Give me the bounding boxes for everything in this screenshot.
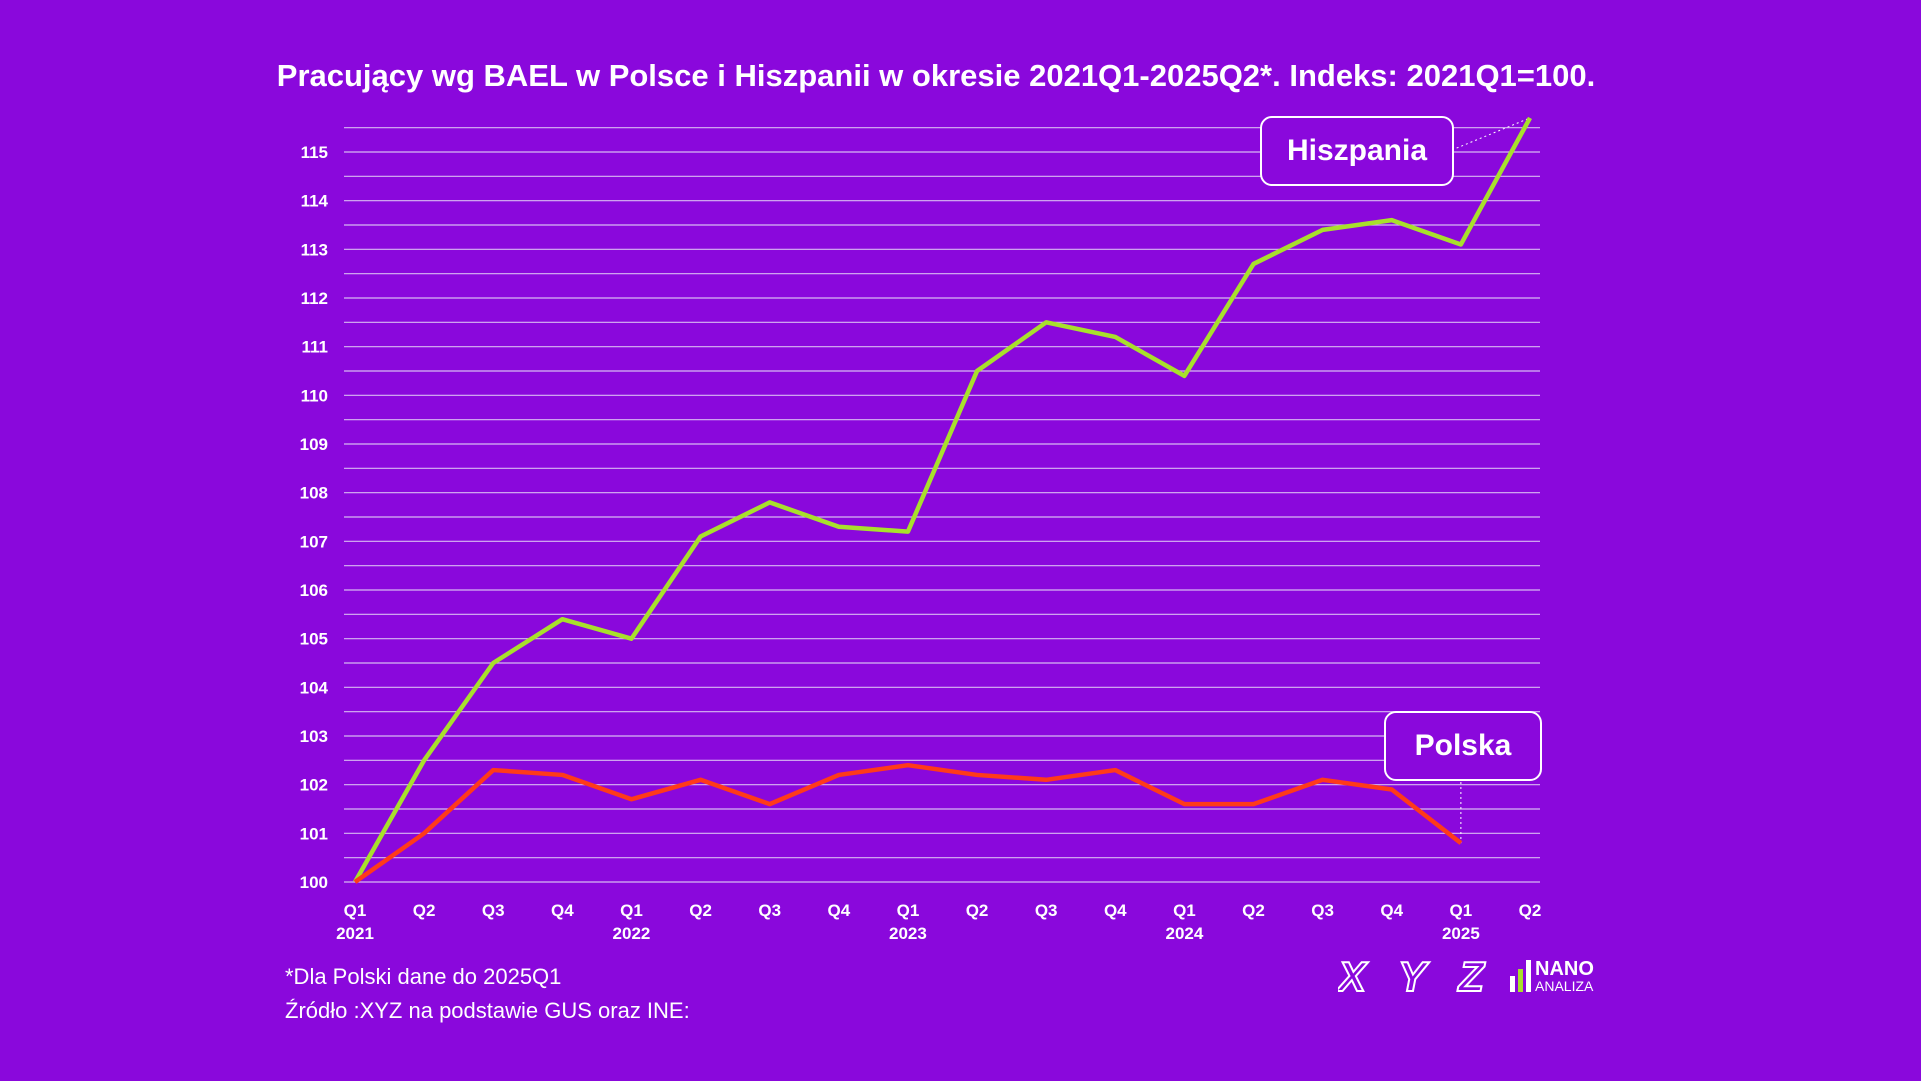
y-tick-label: 112 bbox=[301, 289, 328, 308]
y-tick-label: 105 bbox=[300, 630, 328, 649]
x-tick-label: Q2 bbox=[413, 901, 436, 920]
legend-label-hiszpania: Hiszpania bbox=[1260, 116, 1454, 186]
y-tick-label: 103 bbox=[300, 727, 328, 746]
source-note: Źródło :XYZ na podstawie GUS oraz INE: bbox=[285, 998, 690, 1023]
x-tick-label: Q2 bbox=[689, 901, 712, 920]
x-year-label: 2023 bbox=[889, 924, 927, 943]
x-tick-label: Q3 bbox=[1311, 901, 1334, 920]
y-tick-label: 114 bbox=[301, 192, 329, 211]
x-tick-label: Q2 bbox=[1242, 901, 1265, 920]
chart-title: Pracujący wg BAEL w Polsce i Hiszpanii w… bbox=[276, 58, 1596, 93]
x-tick-label: Q3 bbox=[482, 901, 505, 920]
y-tick-label: 106 bbox=[300, 581, 328, 600]
y-tick-label: 100 bbox=[300, 873, 328, 892]
y-tick-label: 111 bbox=[302, 338, 329, 357]
y-tick-label: 108 bbox=[300, 484, 328, 503]
x-year-label: 2025 bbox=[1442, 924, 1480, 943]
x-tick-label: Q1 bbox=[897, 901, 920, 920]
y-tick-label: 115 bbox=[301, 143, 328, 162]
series-line-hiszpania bbox=[353, 116, 1532, 884]
nano-text: NANO bbox=[1535, 958, 1594, 980]
footnote: *Dla Polski dane do 2025Q1 bbox=[285, 964, 562, 989]
x-tick-label: Q4 bbox=[1380, 901, 1403, 920]
y-tick-label: 101 bbox=[300, 824, 328, 843]
x-tick-label: Q1 bbox=[1450, 901, 1473, 920]
y-tick-label: 102 bbox=[300, 776, 328, 795]
analiza-text: ANALIZA bbox=[1535, 978, 1594, 994]
leader-line-hiszpania bbox=[1451, 117, 1531, 151]
nano-analiza-logo: NANO ANALIZA bbox=[1510, 958, 1610, 996]
x-tick-label: Q4 bbox=[551, 901, 574, 920]
x-year-label: 2022 bbox=[613, 924, 651, 943]
x-tick-label: Q3 bbox=[1035, 901, 1058, 920]
y-tick-label: 109 bbox=[300, 435, 328, 454]
x-tick-label: Q2 bbox=[966, 901, 989, 920]
x-year-label: 2024 bbox=[1165, 924, 1203, 943]
x-tick-label: Q4 bbox=[827, 901, 850, 920]
x-year-label: 2021 bbox=[336, 924, 374, 943]
y-tick-label: 113 bbox=[301, 240, 328, 259]
x-tick-label: Q2 bbox=[1519, 901, 1542, 920]
legend-label-polska: Polska bbox=[1384, 711, 1542, 781]
y-tick-label: 110 bbox=[301, 386, 328, 405]
x-tick-label: Q1 bbox=[344, 901, 367, 920]
x-tick-label: Q1 bbox=[620, 901, 643, 920]
x-tick-label: Q1 bbox=[1173, 901, 1196, 920]
x-tick-label: Q3 bbox=[758, 901, 781, 920]
y-tick-label: 104 bbox=[300, 678, 329, 697]
series-line-polska bbox=[353, 762, 1463, 884]
y-tick-label: 107 bbox=[300, 532, 328, 551]
x-tick-label: Q4 bbox=[1104, 901, 1127, 920]
svg-text:XYZ: XYZ bbox=[1338, 957, 1485, 997]
